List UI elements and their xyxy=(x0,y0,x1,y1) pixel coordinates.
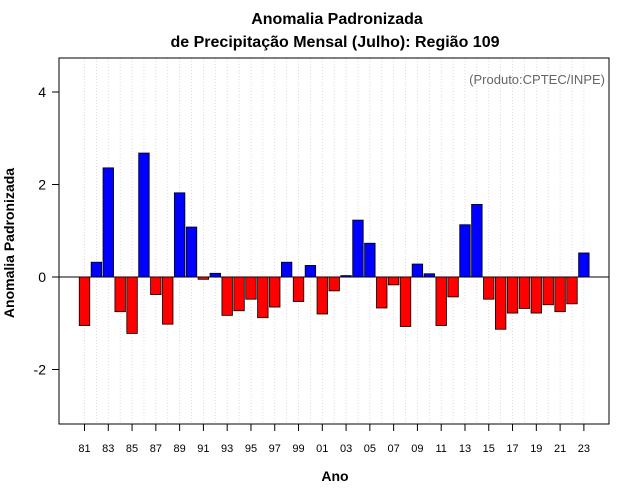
bar-90 xyxy=(185,226,198,278)
chart-title-line2: de Precipitação Mensal (Julho): Região 1… xyxy=(171,34,500,51)
x-tick-label: 11 xyxy=(435,443,446,455)
bar-86 xyxy=(138,152,150,278)
x-tick-label: 81 xyxy=(78,443,90,455)
x-tick-label: 95 xyxy=(245,443,257,455)
bar-87 xyxy=(150,276,162,295)
y-axis: -2 0 2 4 xyxy=(34,84,59,378)
bar-14 xyxy=(471,203,483,278)
x-tick-label: 09 xyxy=(411,443,423,455)
bar-15 xyxy=(483,276,495,300)
bar-10 xyxy=(423,273,435,278)
bar-96 xyxy=(257,276,269,319)
x-tick-label: 15 xyxy=(483,443,495,455)
bar-01 xyxy=(316,276,328,315)
bar-83 xyxy=(102,167,114,278)
x-tick-label: 85 xyxy=(126,443,138,455)
x-tick-label: 13 xyxy=(459,443,471,455)
bar-16 xyxy=(494,276,507,330)
bar-19 xyxy=(530,276,542,314)
bar-81 xyxy=(78,276,91,326)
x-tick-label: 23 xyxy=(578,443,590,455)
bar-99 xyxy=(292,276,305,302)
bar-11 xyxy=(435,276,447,326)
x-tick-label: 07 xyxy=(388,443,400,455)
bar-95 xyxy=(245,276,257,300)
bar-18 xyxy=(518,276,531,309)
x-axis: 81 83 85 87 89 91 93 95 97 99 01 03 05 07 09 11 13 15 17 19… xyxy=(78,424,590,455)
x-axis-label: Ano xyxy=(321,468,348,484)
x-tick-label: 17 xyxy=(506,443,518,455)
x-tick-label: 01 xyxy=(316,443,328,455)
bar-13 xyxy=(459,224,471,278)
bar-12 xyxy=(447,276,459,298)
x-tick-label: 05 xyxy=(364,443,376,455)
bar-07 xyxy=(387,276,400,286)
bar-92 xyxy=(209,272,221,278)
bar-91 xyxy=(197,276,210,280)
bar-08 xyxy=(399,276,412,327)
y-tick-label: -2 xyxy=(34,362,47,378)
chart-title-line1: Anomalia Padronizada xyxy=(251,11,423,28)
x-tick-label: 19 xyxy=(530,443,542,455)
x-tick-label: 21 xyxy=(554,443,566,455)
bar-06 xyxy=(376,276,388,309)
bar-85 xyxy=(126,276,138,334)
y-tick-label: 4 xyxy=(38,84,46,100)
x-tick-label: 91 xyxy=(197,443,209,455)
x-tick-label: 97 xyxy=(269,443,281,455)
bar-00 xyxy=(304,265,317,278)
bar-21 xyxy=(554,276,566,313)
x-tick-label: 93 xyxy=(221,443,233,455)
bars xyxy=(78,152,590,334)
plot-frame xyxy=(58,57,610,425)
bar-82 xyxy=(90,261,103,278)
bar-22 xyxy=(566,276,578,305)
x-tick-label: 99 xyxy=(292,443,304,455)
y-tick-label: 2 xyxy=(38,177,46,193)
bar-05 xyxy=(364,242,376,278)
x-tick-label: 03 xyxy=(340,443,352,455)
bar-84 xyxy=(114,276,126,313)
x-tick-label: 89 xyxy=(173,443,185,455)
bar-98 xyxy=(280,261,293,278)
bar-23 xyxy=(578,252,590,278)
vertical-gridlines xyxy=(84,58,585,424)
bar-89 xyxy=(173,192,186,278)
bar-09 xyxy=(411,263,424,278)
bar-02 xyxy=(328,276,340,292)
bar-03 xyxy=(340,275,352,278)
x-tick-label: 83 xyxy=(102,443,114,455)
bar-04 xyxy=(352,219,364,278)
bar-97 xyxy=(269,276,281,308)
bar-94 xyxy=(233,276,245,312)
bar-20 xyxy=(542,276,554,306)
y-tick-label: 0 xyxy=(38,269,46,285)
x-tick-label: 87 xyxy=(150,443,162,455)
bar-88 xyxy=(162,276,174,325)
bar-17 xyxy=(506,276,519,314)
bar-93 xyxy=(221,276,233,316)
credit-annotation: (Produto:CPTEC/INPE) xyxy=(469,72,605,87)
y-axis-label: Anomalia Padronizada xyxy=(1,168,17,318)
